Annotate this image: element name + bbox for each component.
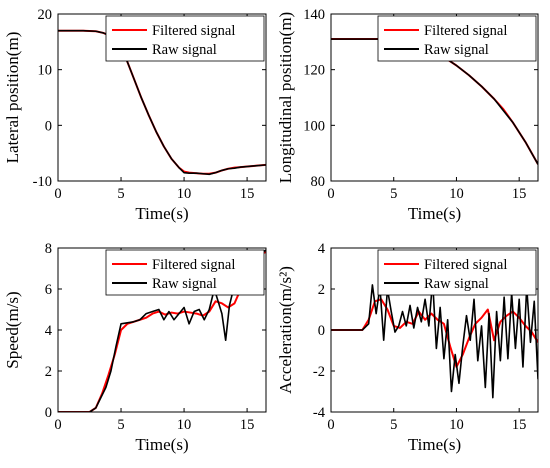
x-axis-label: Time(s) xyxy=(408,435,461,454)
legend-label: Raw signal xyxy=(152,276,217,292)
x-tick-label: 10 xyxy=(449,417,464,433)
legend: Filtered signal Raw signal xyxy=(377,15,537,62)
y-tick-label: 4 xyxy=(45,323,53,339)
legend: Filtered signal Raw signal xyxy=(105,15,265,62)
chart-panel-2: 0 5 10 15 80 100 120 140 Time(s) Longitudinal pos… xyxy=(276,7,539,223)
y-tick-label: 0 xyxy=(45,118,52,134)
y-tick-label: 8 xyxy=(45,241,52,257)
x-axis-label: Time(s) xyxy=(408,204,461,223)
y-tick-label: -2 xyxy=(313,364,325,380)
legend-box xyxy=(105,15,265,62)
legend-label: Filtered signal xyxy=(424,23,507,39)
y-tick-label: 80 xyxy=(311,174,326,190)
y-axis-label: Longitudinal position(m) xyxy=(276,12,295,183)
legend-label: Filtered signal xyxy=(152,257,235,273)
y-tick-label: 0 xyxy=(318,323,325,339)
x-tick-label: 5 xyxy=(390,186,397,202)
x-tick-label: 0 xyxy=(54,417,61,433)
series-line-raw xyxy=(58,249,266,412)
x-tick-label: 10 xyxy=(177,186,192,202)
y-tick-label: -10 xyxy=(33,174,52,190)
y-tick-label: 140 xyxy=(303,7,325,23)
x-tick-label: 15 xyxy=(512,186,527,202)
x-axis-label: Time(s) xyxy=(135,435,188,454)
x-tick-label: 10 xyxy=(449,186,464,202)
x-tick-label: 0 xyxy=(54,186,61,202)
y-tick-label: 4 xyxy=(318,241,326,257)
y-axis-label: Lateral position(m) xyxy=(3,32,22,164)
y-tick-label: 10 xyxy=(38,63,53,79)
legend-label: Filtered signal xyxy=(152,23,235,39)
y-tick-label: 6 xyxy=(45,282,52,298)
x-tick-label: 10 xyxy=(177,417,192,433)
legend-box xyxy=(377,249,537,296)
legend: Filtered signal Raw signal xyxy=(377,249,537,296)
x-tick-label: 0 xyxy=(327,417,334,433)
y-tick-label: 20 xyxy=(38,7,53,23)
x-tick-label: 15 xyxy=(512,417,527,433)
y-tick-label: 120 xyxy=(303,63,325,79)
y-axis-label: Acceleration(m/s²) xyxy=(276,266,295,394)
x-tick-label: 5 xyxy=(117,186,124,202)
x-tick-label: 5 xyxy=(117,417,124,433)
legend-label: Filtered signal xyxy=(424,257,507,273)
y-tick-label: 2 xyxy=(318,282,325,298)
y-axis-label: Speed(m/s) xyxy=(3,291,22,368)
y-tick-label: -4 xyxy=(313,405,326,421)
y-tick-label: 2 xyxy=(45,364,52,380)
legend: Filtered signal Raw signal xyxy=(105,249,265,296)
axes-box xyxy=(330,13,539,182)
x-tick-label: 0 xyxy=(327,186,334,202)
legend-label: Raw signal xyxy=(152,42,217,58)
legend-box xyxy=(105,249,265,296)
chart-panel-3: 0 5 10 15 0 2 4 6 8 Time(s) Speed(m/s) Filtered sig… xyxy=(3,241,267,454)
chart-panel-4: 0 5 10 15 -4 -2 0 2 4 Time(s) Acceleration(m/s²) Fi… xyxy=(276,241,539,454)
x-tick-label: 15 xyxy=(240,417,255,433)
legend-label: Raw signal xyxy=(424,42,489,58)
series-line-raw xyxy=(331,280,538,399)
x-tick-label: 5 xyxy=(390,417,397,433)
x-axis-label: Time(s) xyxy=(135,204,188,223)
x-tick-label: 15 xyxy=(240,186,255,202)
axes-box xyxy=(57,13,267,182)
y-tick-label: 100 xyxy=(303,118,325,134)
legend-box xyxy=(377,15,537,62)
legend-label: Raw signal xyxy=(424,276,489,292)
y-tick-label: 0 xyxy=(45,405,52,421)
